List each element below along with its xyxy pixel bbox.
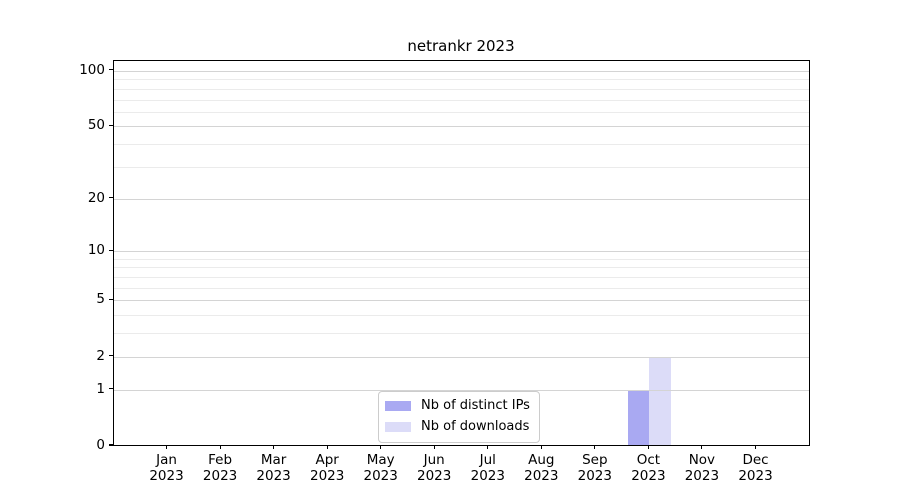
x-tick-label-jun: Jun 2023 <box>417 452 452 484</box>
y-gridline-major <box>114 356 809 358</box>
y-tick-label: 5 <box>96 291 105 308</box>
x-tick-mark <box>594 445 596 449</box>
y-tick-label: 50 <box>87 117 105 134</box>
y-tick-label: 10 <box>87 242 105 259</box>
y-tick-mark <box>109 388 113 390</box>
y-gridline-major <box>114 198 809 200</box>
y-tick-label: 0 <box>96 437 105 453</box>
y-tick-label: 20 <box>87 189 105 206</box>
x-tick-mark <box>326 445 328 449</box>
bar-oct-nb-of-downloads <box>649 356 671 445</box>
x-tick-mark <box>647 445 649 449</box>
x-tick-label-may: May 2023 <box>363 452 398 484</box>
y-tick-mark <box>109 124 113 126</box>
legend-label-downloads: Nb of downloads <box>421 419 530 434</box>
y-gridline-minor <box>114 258 809 260</box>
x-tick-mark <box>165 445 168 449</box>
y-gridline-minor <box>114 277 809 278</box>
y-gridline-minor <box>114 166 809 168</box>
y-gridline-minor <box>114 287 809 289</box>
y-tick-mark <box>109 69 113 71</box>
y-gridline-minor <box>114 88 809 90</box>
y-gridline-major <box>114 300 809 302</box>
y-gridline-minor <box>114 333 809 335</box>
y-gridline-minor <box>114 267 809 269</box>
x-tick-label-nov: Nov 2023 <box>684 452 720 484</box>
y-tick-label: 2 <box>96 347 105 364</box>
x-tick-label-jan: Jan 2023 <box>149 452 184 484</box>
x-tick-label-mar: Mar 2023 <box>256 452 291 484</box>
x-tick-label-sep: Sep 2023 <box>577 452 612 484</box>
legend: Nb of distinct IPs Nb of downloads <box>378 391 540 443</box>
x-tick-label-jul: Jul 2023 <box>470 452 505 484</box>
y-tick-mark <box>109 249 113 251</box>
legend-item-distinct-ips: Nb of distinct IPs <box>385 397 530 415</box>
y-tick-label: 100 <box>79 61 105 78</box>
y-gridline-minor <box>114 315 809 317</box>
x-tick-mark <box>540 445 542 449</box>
x-tick-label-feb: Feb 2023 <box>202 452 238 484</box>
legend-swatch-downloads <box>385 422 411 432</box>
x-tick-label-aug: Aug 2023 <box>524 452 559 484</box>
y-gridline-major <box>114 389 809 391</box>
legend-swatch-distinct-ips <box>385 401 411 411</box>
x-tick-mark <box>754 445 757 449</box>
y-tick-mark <box>109 355 113 357</box>
x-tick-label-apr: Apr 2023 <box>310 452 345 484</box>
y-tick-label: 1 <box>96 380 105 397</box>
y-gridline-major <box>114 70 809 72</box>
y-gridline-major <box>114 251 809 253</box>
x-tick-mark <box>219 445 221 449</box>
plot-area <box>113 60 810 446</box>
y-gridline-minor <box>114 111 809 113</box>
x-tick-label-oct: Oct 2023 <box>631 452 666 484</box>
x-tick-mark <box>380 445 382 449</box>
legend-label-distinct-ips: Nb of distinct IPs <box>421 398 530 413</box>
x-tick-mark <box>701 445 703 449</box>
bar-oct-nb-of-distinct-ips <box>628 389 650 445</box>
chart-title: netrankr 2023 <box>407 37 515 55</box>
legend-item-downloads: Nb of downloads <box>385 418 530 436</box>
y-gridline-major <box>114 126 809 128</box>
y-tick-mark <box>109 444 113 446</box>
x-tick-mark <box>273 445 275 449</box>
y-tick-mark <box>109 196 113 199</box>
y-gridline-minor <box>114 99 809 101</box>
x-tick-mark <box>433 445 435 449</box>
y-gridline-minor <box>114 144 809 146</box>
x-tick-mark <box>487 445 489 449</box>
x-tick-label-dec: Dec 2023 <box>738 452 773 484</box>
y-gridline-minor <box>114 79 809 81</box>
y-tick-mark <box>109 298 113 300</box>
